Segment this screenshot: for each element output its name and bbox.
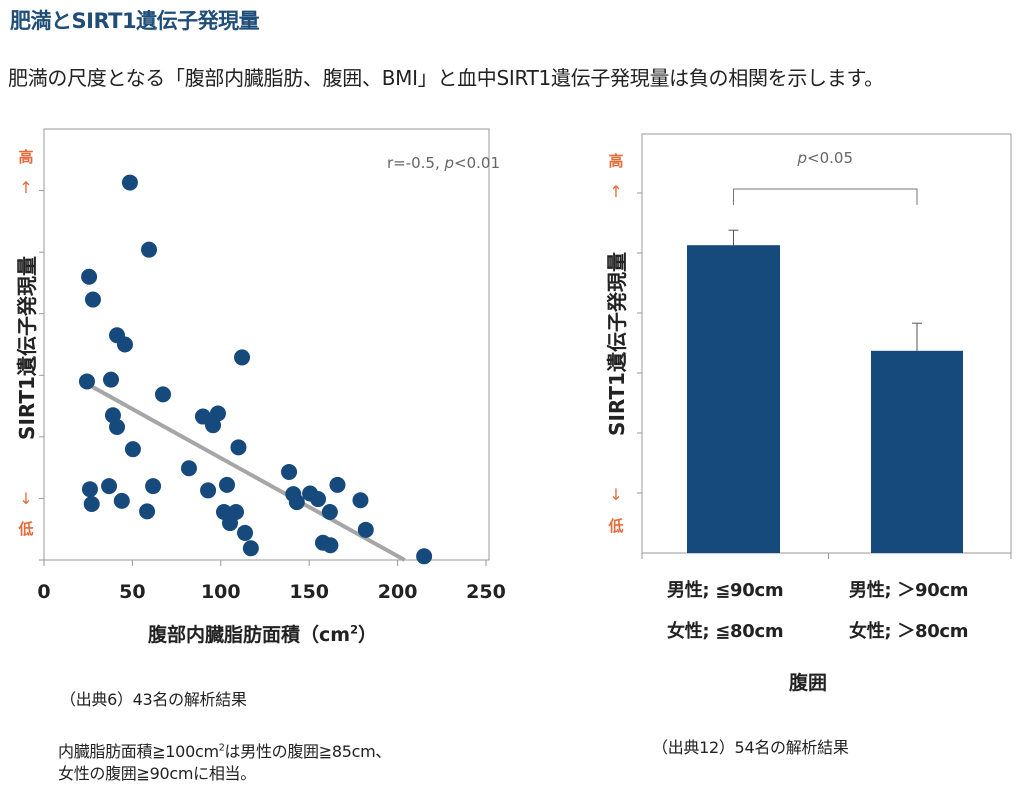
remark-sup: 2 [218, 742, 225, 754]
down-arrow-icon: ↓ [19, 489, 32, 508]
scatter-point [221, 515, 238, 532]
remark-text-a: 内臓脂肪面積≧100cm [58, 742, 219, 761]
scatter-x-axis-title: 腹部内臓脂肪面積（cm2） [148, 620, 377, 647]
scatter-y-axis-title: SIRT1遺伝子発現量 [15, 256, 39, 440]
scatter-point [357, 521, 374, 538]
scatter-point [205, 417, 222, 434]
scatter-y-low-label: 低 [17, 520, 33, 538]
scatter-point [121, 174, 138, 191]
sig-p-value: <0.05 [807, 149, 853, 167]
scatter-point [78, 373, 95, 390]
scatter-point [329, 476, 346, 493]
left-remark-line2: 女性の腹囲≧90cmに相当。 [58, 764, 256, 783]
scatter-point [113, 492, 130, 509]
scatter-point [322, 537, 339, 554]
scatter-point [321, 503, 338, 520]
scatter-point [81, 481, 98, 498]
scatter-point [103, 371, 120, 388]
scatter-point [101, 478, 118, 495]
scatter-point [124, 441, 141, 458]
scatter-points [78, 174, 433, 565]
bar-x-axis-title: 腹囲 [789, 672, 828, 694]
scatter-point [237, 524, 254, 541]
x-axis-title-main: 腹部内臓脂肪面積（cm [148, 624, 351, 646]
scatter-point [109, 419, 126, 436]
scatter-point [281, 463, 298, 480]
bar-category-1-line1: 男性; ≦90cm [667, 580, 784, 601]
bar-y-axis-title: SIRT1遺伝子発現量 [605, 252, 629, 436]
scatter-x-ticks: 0 50 100 150 200 250 [37, 560, 506, 603]
scatter-point [218, 476, 235, 493]
remark-text-b: は男性の腹囲≧85cm、 [224, 742, 392, 761]
scatter-point [352, 492, 369, 509]
scatter-point [416, 548, 433, 565]
x-tick-label: 50 [119, 581, 145, 603]
bar-y-low-label: 低 [607, 517, 623, 535]
scatter-point [141, 241, 158, 258]
bar-y-ticks [637, 192, 642, 494]
scatter-y-ticks [39, 190, 44, 561]
up-arrow-icon: ↑ [609, 182, 622, 201]
scatter-point [230, 439, 247, 456]
left-remark-line1: 内臓脂肪面積≧100cm2は男性の腹囲≧85cm、 [58, 738, 391, 762]
x-tick-label: 150 [289, 581, 329, 603]
bar-category-2-line1: 男性; ＞90cm [849, 580, 969, 601]
up-arrow-icon: ↑ [19, 178, 32, 197]
sig-p-symbol: p [797, 149, 808, 167]
bar-x-ticks [641, 553, 1012, 559]
down-arrow-icon: ↓ [609, 485, 622, 504]
stat-p-value: <0.01 [454, 154, 500, 172]
scatter-plot-frame [43, 128, 490, 561]
significance-label: p<0.05 [797, 149, 854, 167]
significance-bracket-line [733, 188, 918, 205]
scatter-point [84, 291, 101, 308]
x-tick-label: 0 [37, 581, 50, 603]
page-subtitle: 肥満の尺度となる「腹部内臓脂肪、腹囲、BMI」と血中SIRT1遺伝子発現量は負の… [8, 66, 884, 90]
bar-y-high-label: 高 [608, 152, 623, 170]
scatter-y-high-label: 高 [18, 148, 33, 166]
bar-chart: p<0.05 高 ↑ ↓ 低 SIRT1遺伝子発現量 [605, 133, 1012, 559]
scatter-point [180, 460, 197, 477]
bar [871, 350, 963, 553]
stat-p-symbol: p [444, 154, 455, 172]
right-source-note: （出典12）54名の解析結果 [652, 738, 849, 757]
scatter-point [83, 495, 100, 512]
stat-r: r=-0.5, [387, 154, 445, 172]
bar-category-1-line2: 女性; ≦80cm [667, 621, 784, 642]
bar-category-2-line2: 女性; ＞80cm [849, 621, 969, 642]
x-tick-label: 100 [201, 581, 241, 603]
page-title: 肥満とSIRT1遺伝子発現量 [10, 9, 260, 33]
scatter-point [81, 268, 98, 285]
scatter-point [139, 503, 156, 520]
bar [687, 245, 780, 553]
significance-bracket [733, 188, 918, 205]
left-source-note: （出典6）43名の解析結果 [60, 690, 247, 709]
scatter-point [234, 349, 251, 366]
scatter-point [154, 386, 171, 403]
scatter-point [145, 478, 162, 495]
bar-series [687, 229, 963, 553]
x-tick-label: 200 [378, 581, 418, 603]
scatter-point [200, 482, 217, 499]
x-axis-title-sup: 2 [350, 622, 358, 637]
scatter-point [116, 336, 133, 353]
scatter-point [302, 485, 319, 502]
x-tick-label: 250 [466, 581, 506, 603]
scatter-chart: 0 50 100 150 200 250 r=-0.5, p<0.01 高 ↑ ↓ 低 S… [15, 128, 506, 603]
scatter-trendline [87, 382, 406, 562]
scatter-point [242, 540, 259, 557]
scatter-correlation-annotation: r=-0.5, p<0.01 [387, 154, 500, 172]
scatter-point [288, 494, 305, 511]
x-axis-title-close: ） [358, 624, 378, 646]
bar-plot-frame [641, 133, 1012, 554]
